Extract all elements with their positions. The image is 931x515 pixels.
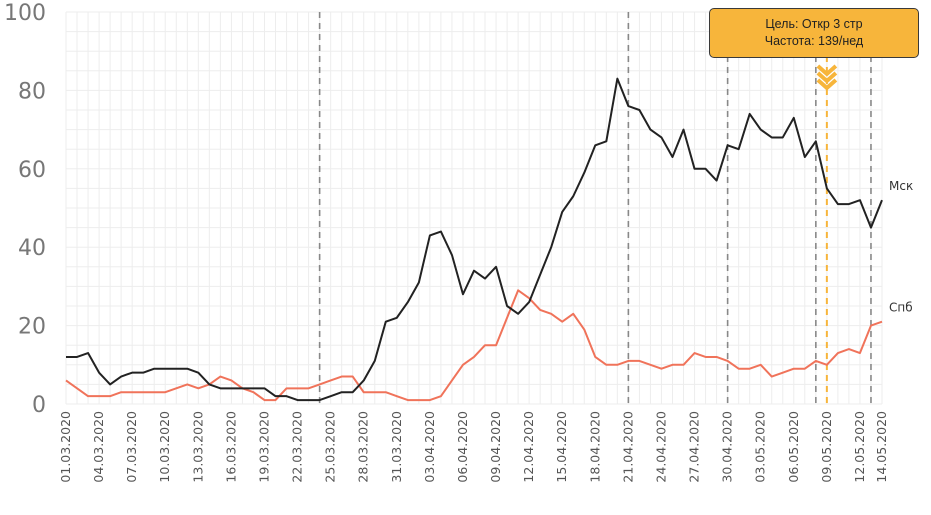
x-tick-label: 06.05.2020 (786, 411, 801, 483)
x-tick-label: 22.03.2020 (290, 411, 305, 483)
x-tick-label: 12.05.2020 (852, 411, 867, 483)
series-label-Спб: Спб (889, 301, 913, 315)
y-tick-label: 20 (18, 315, 46, 340)
x-tick-label: 16.03.2020 (223, 411, 238, 483)
x-tick-label: 14.05.2020 (874, 411, 889, 483)
x-tick-label: 09.05.2020 (819, 411, 834, 483)
tooltip-frequency: Частота: 139/нед (764, 34, 864, 48)
x-tick-label: 24.04.2020 (653, 411, 668, 483)
y-tick-label: 80 (18, 79, 46, 104)
x-tick-label: 01.03.2020 (58, 411, 73, 483)
y-tick-label: 100 (4, 1, 46, 26)
x-tick-label: 19.03.2020 (256, 411, 271, 483)
x-tick-label: 13.03.2020 (190, 411, 205, 483)
y-tick-label: 60 (18, 158, 46, 183)
tooltip-goal: Цель: Откр 3 стр (765, 17, 863, 31)
series-labels: Мск Спб (889, 179, 913, 315)
y-tick-label: 0 (32, 393, 46, 418)
x-axis-ticks: 01.03.2020 04.03.2020 07.03.2020 10.03.2020… (58, 411, 889, 483)
chevron-down-icon (816, 71, 838, 84)
chevron-down-triple-icon[interactable] (816, 64, 838, 91)
x-tick-label: 28.03.2020 (356, 411, 371, 483)
x-tick-label: 15.04.2020 (554, 411, 569, 483)
series-line-Мск (66, 77, 883, 402)
y-axis-ticks: 0 20 40 60 80 100 (4, 1, 46, 418)
x-tick-label: 04.03.2020 (91, 411, 106, 483)
x-tick-label: 27.04.2020 (687, 411, 702, 483)
series-label-Мск: Мск (889, 179, 913, 193)
x-tick-label: 03.04.2020 (422, 411, 437, 483)
x-tick-label: 07.03.2020 (124, 411, 139, 483)
x-tick-label: 06.04.2020 (455, 411, 470, 483)
grid-lines (65, 11, 883, 405)
x-tick-label: 25.03.2020 (323, 411, 338, 483)
x-tick-label: 03.05.2020 (753, 411, 768, 483)
x-tick-label: 18.04.2020 (587, 411, 602, 483)
tooltip-box[interactable]: Цель: Откр 3 стр Частота: 139/нед (709, 8, 919, 58)
x-tick-label: 12.04.2020 (521, 411, 536, 483)
x-tick-label: 31.03.2020 (389, 411, 404, 483)
x-tick-label: 21.04.2020 (620, 411, 635, 483)
x-tick-label: 30.04.2020 (720, 411, 735, 483)
series-lines (65, 77, 883, 402)
series-line-Спб (65, 289, 883, 402)
chevron-down-icon (816, 78, 838, 91)
x-tick-label: 10.03.2020 (157, 411, 172, 483)
y-tick-label: 40 (18, 236, 46, 261)
chevron-down-icon (816, 64, 838, 77)
x-tick-label: 09.04.2020 (488, 411, 503, 483)
